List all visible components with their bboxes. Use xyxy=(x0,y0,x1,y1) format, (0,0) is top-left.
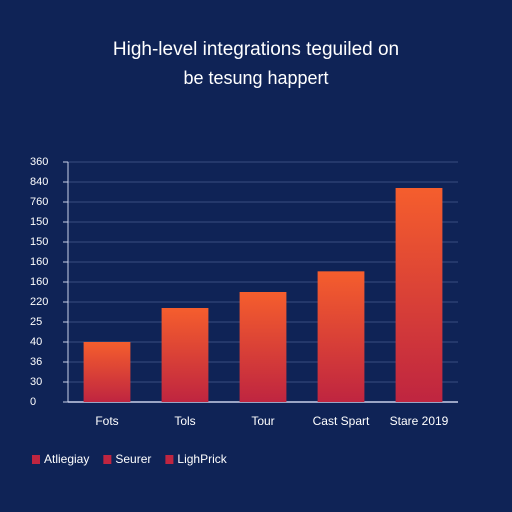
y-tick-label: 150 xyxy=(30,236,48,248)
legend-label: LighPrick xyxy=(177,452,227,466)
bar xyxy=(83,342,131,402)
x-tick-label: Stare 2019 xyxy=(390,414,449,428)
y-tick-label: 760 xyxy=(30,196,48,208)
legend-label: Seurer xyxy=(115,452,151,466)
legend-swatch xyxy=(103,455,112,464)
chart-title: High-level integrations teguiled on xyxy=(113,39,399,60)
y-tick-label: 0 xyxy=(30,396,36,408)
chart-subtitle: be tesung happert xyxy=(183,68,328,88)
bar xyxy=(317,271,365,402)
y-tick-label: 30 xyxy=(30,376,42,388)
bar xyxy=(161,308,209,402)
y-tick-label: 160 xyxy=(30,276,48,288)
y-tick-label: 36 xyxy=(30,356,42,368)
y-tick-label: 360 xyxy=(30,156,48,168)
y-tick-label: 840 xyxy=(30,176,48,188)
bar xyxy=(395,188,443,402)
y-tick-label: 150 xyxy=(30,216,48,228)
y-tick-label: 25 xyxy=(30,316,42,328)
y-tick-label: 40 xyxy=(30,336,42,348)
x-tick-label: Tols xyxy=(174,414,195,428)
y-tick-label: 160 xyxy=(30,256,48,268)
x-tick-label: Tour xyxy=(251,414,274,428)
legend-swatch xyxy=(32,455,40,464)
legend-swatch xyxy=(165,455,174,464)
x-tick-label: Cast Spart xyxy=(313,414,370,428)
legend-label: Atliegiay xyxy=(44,452,89,466)
x-tick-label: Fots xyxy=(95,414,118,428)
y-tick-label: 220 xyxy=(30,296,48,308)
bar xyxy=(239,292,287,402)
